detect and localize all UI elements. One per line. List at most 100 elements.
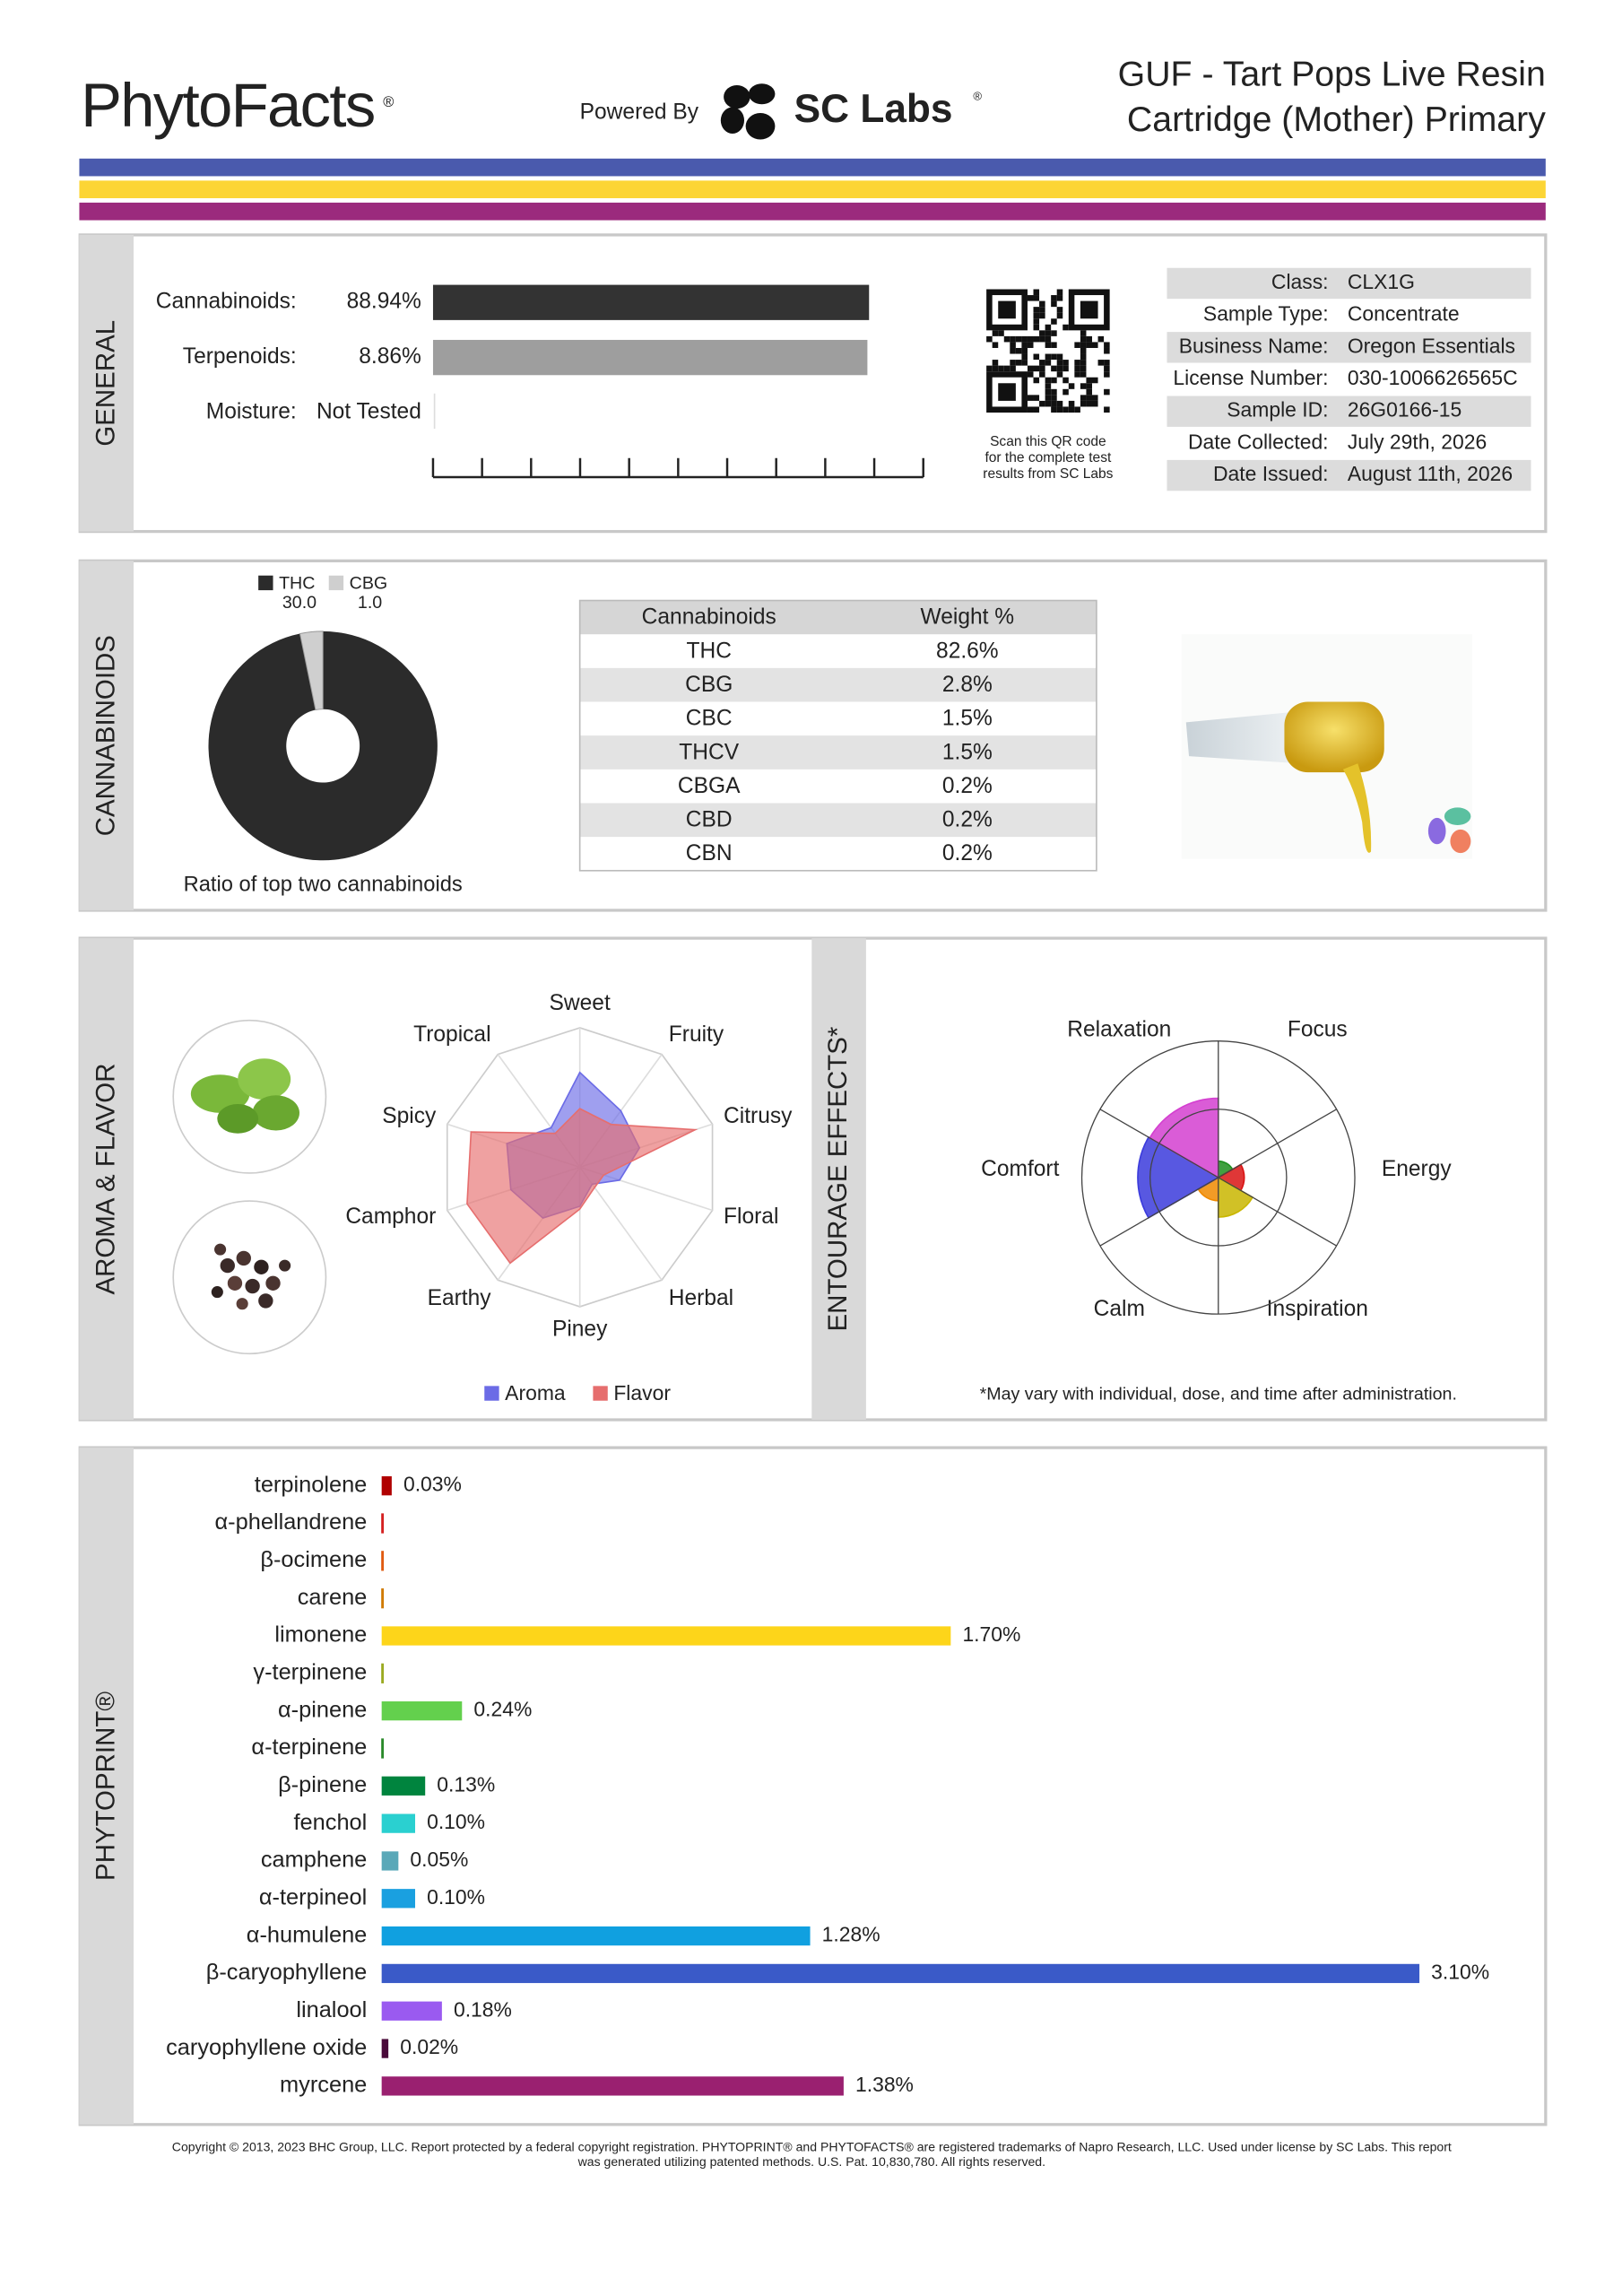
- qr-module: [1033, 318, 1040, 325]
- footer-text: was generated utilizing patented methods…: [577, 2154, 1045, 2169]
- row-label: Terpenoids:: [183, 344, 297, 369]
- effect-label: Comfort: [981, 1157, 1059, 1181]
- footer-text: Copyright © 2013, 2023 BHC Group, LLC. R…: [172, 2140, 1452, 2154]
- legend-label: Aroma: [505, 1381, 566, 1405]
- qr-module: [1051, 300, 1057, 308]
- row-value: 8.86%: [359, 344, 421, 369]
- qr-module: [1045, 388, 1052, 396]
- table-cell: CBN: [686, 841, 733, 865]
- bar: [381, 1889, 416, 1909]
- qr-module: [1021, 342, 1028, 348]
- axis-label: Earthy: [428, 1286, 492, 1310]
- bar: [381, 1851, 399, 1871]
- info-value: Concentrate: [1348, 302, 1460, 326]
- pie-caption: Ratio of top two cannabinoids: [184, 873, 463, 896]
- qr-module: [1027, 406, 1034, 413]
- qr-module: [1080, 371, 1087, 378]
- qr-module: [1104, 388, 1110, 396]
- qr-module: [1051, 330, 1057, 336]
- info-label: Sample Type:: [1203, 302, 1329, 326]
- qr-module: [1039, 360, 1045, 366]
- info-row-bg: [1167, 459, 1531, 491]
- bar: [381, 1963, 1420, 1984]
- qr-module: [1051, 353, 1057, 361]
- lab-name: SC Labs: [794, 87, 953, 131]
- qr-module: [1021, 335, 1028, 343]
- qr-module: [1039, 365, 1045, 372]
- axis-label: Spicy: [382, 1104, 437, 1128]
- qr-module: [1051, 318, 1057, 325]
- qr-module: [1104, 406, 1110, 413]
- stripe: [79, 202, 1546, 221]
- value-label: 1.38%: [855, 2073, 914, 2096]
- legend-label: THC: [279, 574, 315, 594]
- qr-module: [1068, 383, 1075, 389]
- side-bar: [79, 1448, 134, 2125]
- qr-module: [1056, 406, 1063, 413]
- effect-label: Focus: [1288, 1017, 1348, 1041]
- qr-module: [1086, 342, 1092, 348]
- terpene-label: α-terpineol: [259, 1884, 367, 1909]
- row-value: 88.94%: [347, 290, 421, 314]
- table-cell: 2.8%: [942, 673, 993, 697]
- qr-module: [1074, 406, 1080, 413]
- qr-module: [1051, 400, 1057, 407]
- axis-label: Sweet: [550, 991, 611, 1015]
- qr-module: [1074, 342, 1080, 348]
- qr-module: [1021, 353, 1028, 361]
- qr-module: [1045, 383, 1052, 389]
- qr-finder: [998, 383, 1016, 401]
- qr-module: [1033, 335, 1040, 343]
- qr-module: [1015, 347, 1022, 354]
- hops-image: [172, 1019, 327, 1174]
- qr-module: [1021, 360, 1028, 366]
- qr-module: [1104, 347, 1110, 354]
- qr-module: [1080, 383, 1087, 389]
- table-cell: 1.5%: [942, 707, 993, 731]
- table-row-bg: [579, 667, 1097, 702]
- qr-module: [1080, 335, 1087, 343]
- terpene-label: α-phellandrene: [215, 1509, 368, 1535]
- info-value: July 29th, 2026: [1348, 430, 1487, 453]
- qr-module: [1051, 388, 1057, 396]
- value-label: 3.10%: [1431, 1960, 1489, 1983]
- qr-module: [1097, 335, 1105, 343]
- info-label: Date Collected:: [1188, 430, 1329, 453]
- info-label: Date Issued:: [1213, 462, 1329, 485]
- bar: [381, 1476, 392, 1496]
- qr-module: [1039, 400, 1045, 407]
- section-label: GENERAL: [91, 320, 120, 447]
- bar: [381, 1626, 951, 1646]
- side-bar: [79, 234, 134, 532]
- qr-module: [1056, 360, 1063, 366]
- effect-label: Relaxation: [1067, 1017, 1171, 1041]
- value-label: 0.13%: [437, 1772, 495, 1796]
- qr-finder: [1080, 300, 1098, 319]
- qr-module: [992, 330, 999, 336]
- qr-module: [992, 360, 999, 366]
- qr-module: [1063, 365, 1069, 372]
- sc-labs-logo: [720, 83, 776, 140]
- qr-module: [1080, 330, 1087, 336]
- side-bar: [79, 938, 134, 1421]
- qr-module: [1104, 342, 1110, 348]
- bar: [381, 1663, 385, 1683]
- table-cell: CBC: [686, 707, 733, 731]
- bar: [381, 1776, 426, 1796]
- qr-module: [1039, 335, 1045, 343]
- qr-module: [1033, 295, 1040, 301]
- qr-module: [1063, 360, 1069, 366]
- value-label: 0.05%: [410, 1848, 468, 1871]
- qr-finder: [986, 289, 1028, 331]
- qr-module: [1051, 377, 1057, 384]
- bar: [381, 1813, 416, 1833]
- effect-wedge: [1149, 1097, 1219, 1179]
- qr-module: [1086, 335, 1092, 343]
- qr-module: [1039, 307, 1045, 313]
- axis-label: Fruity: [669, 1022, 724, 1047]
- qr-module: [1015, 335, 1022, 343]
- sample-title: GUF - Tart Pops Live Resin: [1118, 55, 1546, 94]
- terpene-label: β-pinene: [278, 1772, 367, 1797]
- info-value: August 11th, 2026: [1348, 462, 1513, 485]
- table-cell: THC: [686, 639, 731, 663]
